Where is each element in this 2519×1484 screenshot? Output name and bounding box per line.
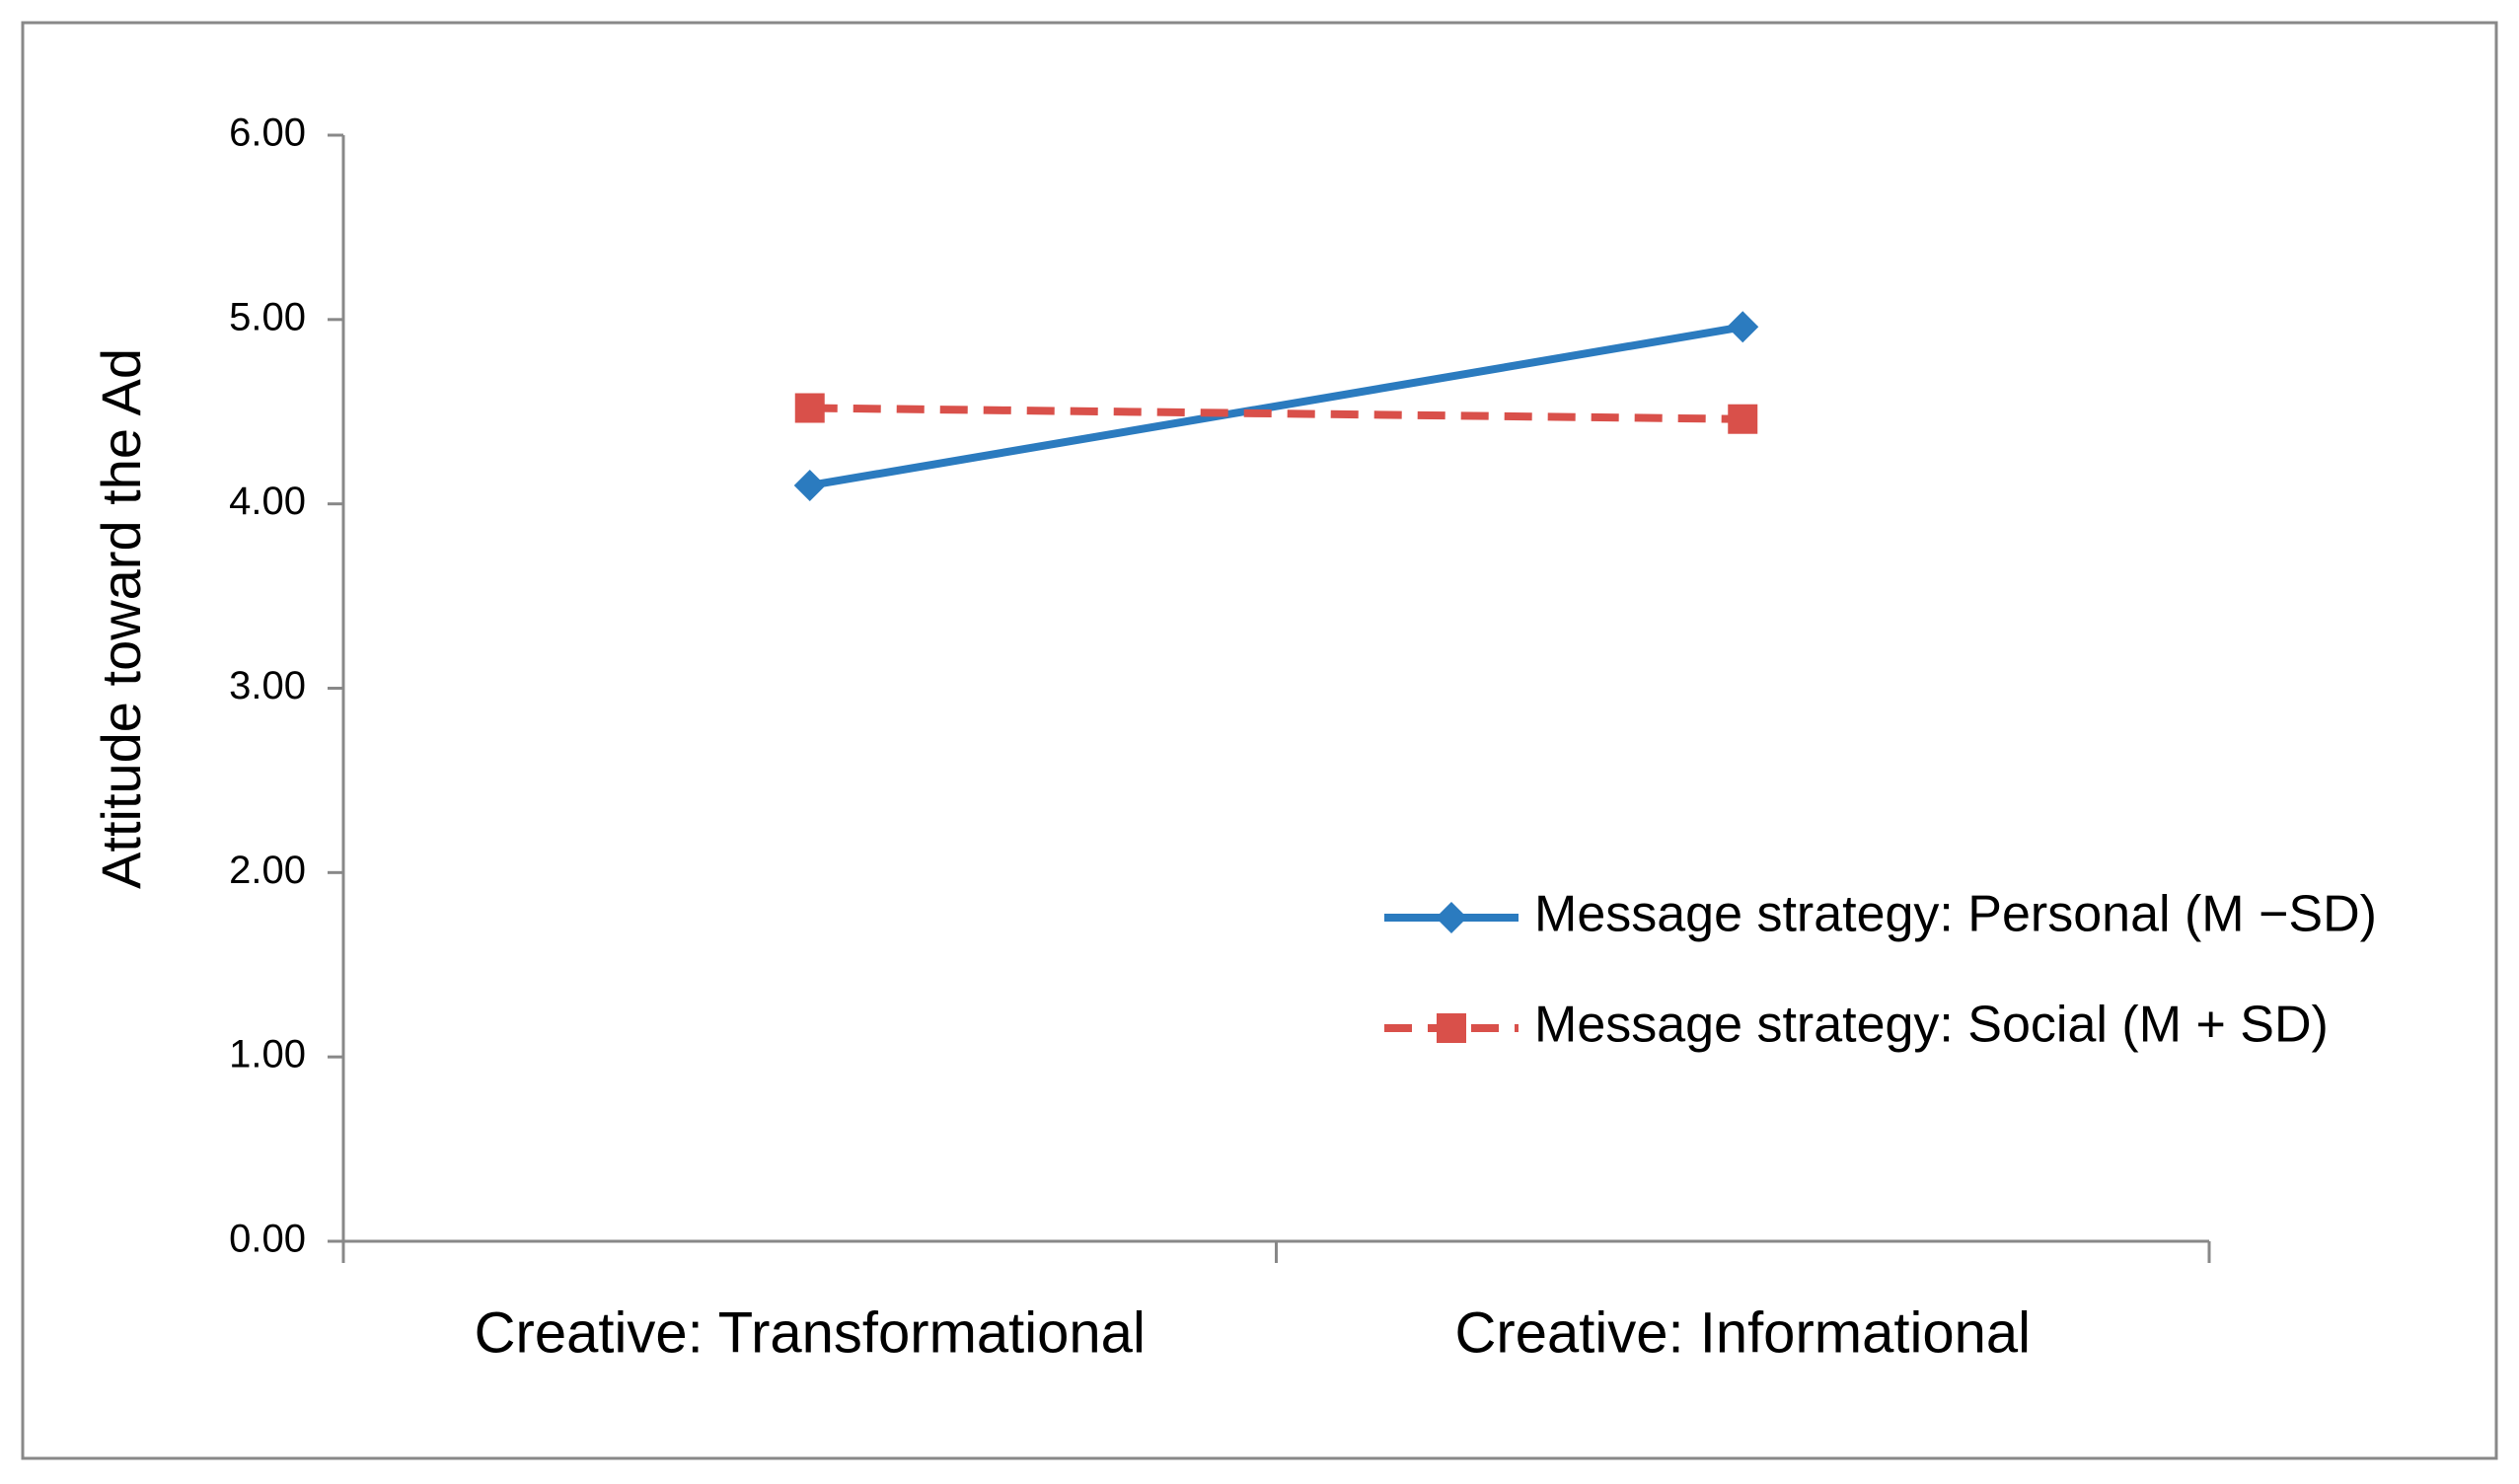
x-tick-label: Creative: Transformational [475, 1300, 1146, 1365]
y-tick-label: 4.00 [229, 480, 306, 523]
legend-label: Message strategy: Social (M + SD) [1534, 997, 2329, 1054]
marker [1727, 311, 1759, 343]
y-tick-label: 0.00 [229, 1218, 306, 1261]
marker [794, 393, 825, 423]
x-tick-label: Creative: Informational [1455, 1300, 2031, 1365]
y-tick-label: 2.00 [229, 849, 306, 892]
y-tick-label: 5.00 [229, 295, 306, 338]
series-line [809, 404, 1743, 423]
legend-label: Message strategy: Personal (M −SD) [1534, 886, 2377, 943]
marker [1436, 902, 1467, 933]
marker [793, 469, 826, 501]
chart-border [21, 21, 2498, 1460]
y-tick-label: 3.00 [229, 664, 306, 707]
series-line [809, 323, 1743, 489]
y-tick-label: 1.00 [229, 1033, 306, 1076]
y-tick-label: 6.00 [229, 111, 306, 155]
marker [1728, 404, 1758, 434]
marker [1437, 1013, 1466, 1043]
y-axis-title: Attitude toward the Ad [90, 348, 152, 889]
